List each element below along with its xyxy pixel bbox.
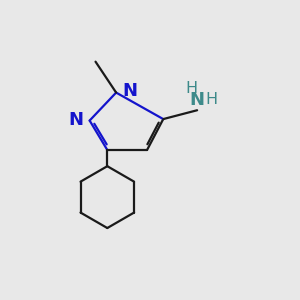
Text: H: H [186,81,198,96]
Text: H: H [206,92,218,107]
Text: N: N [68,111,83,129]
Text: N: N [123,82,138,100]
Text: N: N [190,91,205,109]
